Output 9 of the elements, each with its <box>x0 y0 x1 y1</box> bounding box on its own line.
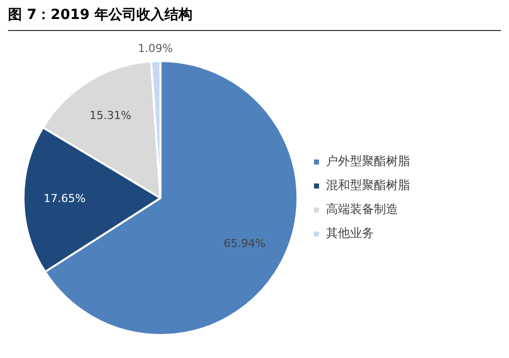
data-label: 1.09% <box>138 42 173 55</box>
data-label: 17.65% <box>44 192 86 206</box>
chart-title: 图 7：2019 年公司收入结构 <box>8 6 501 31</box>
legend-label: 其他业务 <box>326 226 374 240</box>
legend-label: 混和型聚酯树脂 <box>326 178 410 192</box>
data-label: 65.94% <box>224 236 266 250</box>
legend-label: 户外型聚酯树脂 <box>326 154 410 168</box>
legend-label: 高端装备制造 <box>326 202 398 216</box>
data-label: 15.31% <box>89 109 132 122</box>
